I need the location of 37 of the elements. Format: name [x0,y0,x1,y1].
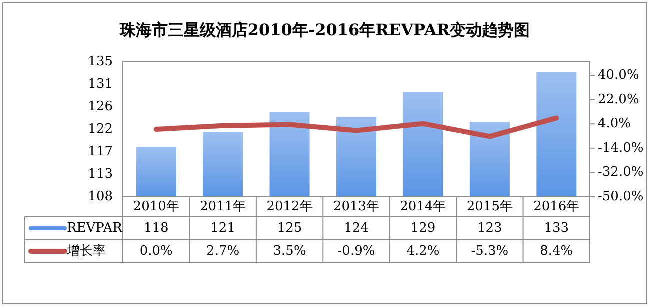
y-tick-label: 126 [88,100,113,114]
data-label: 3.5% [273,244,306,259]
y2-tick-label: -14.0% [598,140,644,156]
data-label: 123 [478,221,502,236]
y-tick-label: 108 [88,190,113,204]
data-label: 129 [410,221,436,236]
y-tick-label: 113 [88,167,113,182]
y2-tick-label: 4.0% [598,116,632,132]
y-tick-label: 135 [88,54,113,70]
y2-tick-label: 22.0% [598,92,640,108]
data-label: 0.0% [140,244,173,259]
data-label: -5.3% [471,244,509,259]
data-label: -0.9% [338,244,376,259]
y-tick-label: 131 [88,77,113,92]
x-tick-label: 2013年 [333,200,380,214]
data-label: 2.7% [206,244,240,259]
x-tick-label: 2010年 [133,200,180,214]
chart-title: 珠海市三星级酒店2010年-2016年REVPAR变动趋势图 [118,20,530,40]
data-label: 4.2% [406,244,440,259]
y-tick-label: 122 [88,122,113,137]
y2-tick-label: 40.0% [598,68,640,83]
y2-tick-label: -32.0% [598,165,644,180]
data-label: 8.4% [540,244,574,259]
legend-label: 增长率 [66,243,106,259]
y2-tick-label: -50.0% [598,190,644,204]
x-tick-label: 2014年 [400,200,446,214]
data-label: 121 [210,221,236,236]
x-tick-label: 2016年 [534,200,580,214]
x-tick-label: 2011年 [200,200,246,214]
x-tick-label: 2012年 [266,200,313,214]
x-tick-label: 2015年 [466,200,513,214]
data-label: 125 [277,221,302,236]
data-label: 133 [544,221,570,236]
data-label: 118 [144,221,169,236]
data-label: 124 [344,221,369,236]
y-tick-label: 117 [88,144,113,160]
legend-label: REVPAR [67,221,124,236]
